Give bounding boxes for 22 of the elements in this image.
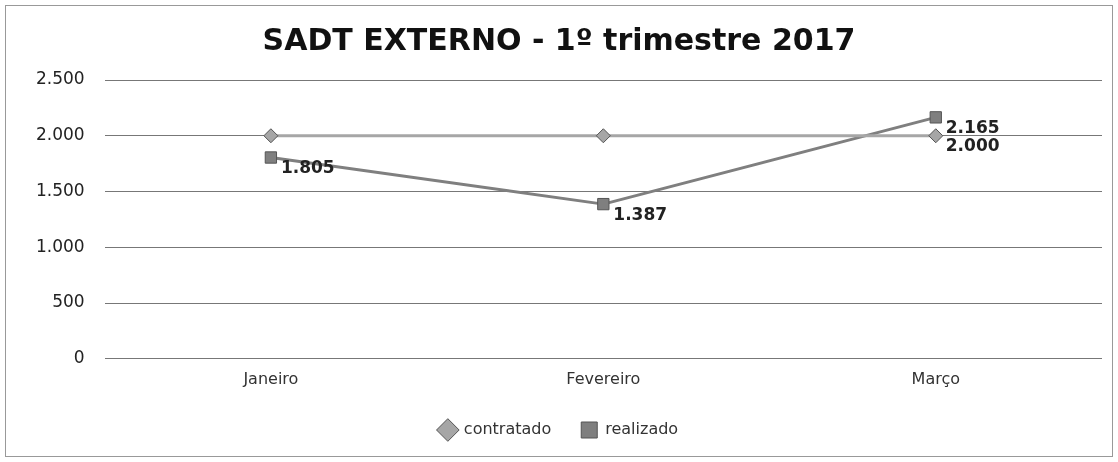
data-label: 1.387	[613, 203, 668, 224]
y-tick-label: 0	[73, 347, 85, 368]
point	[595, 128, 611, 144]
point	[929, 111, 942, 124]
point	[597, 197, 610, 211]
point	[263, 128, 279, 144]
y-tick-label: 1.000	[36, 235, 85, 256]
legend-label: realizado	[605, 419, 679, 439]
data-label: 1.805	[280, 156, 335, 177]
x-tick-label: Fevereiro	[566, 368, 641, 388]
x-tick-label: Março	[911, 368, 960, 388]
y-tick-label: 1.500	[36, 179, 85, 200]
y-tick-label: 2.000	[36, 124, 85, 145]
point	[264, 151, 278, 164]
data-label: 2.000	[945, 135, 1000, 156]
y-tick-label: 2.500	[36, 68, 85, 89]
x-tick-label: Janeiro	[242, 368, 299, 388]
chart-title: SADT EXTERNO - 1º trimestre 2017	[262, 21, 856, 57]
data-label: 2.165	[945, 116, 1000, 137]
y-tick-label: 500	[52, 291, 85, 312]
point	[928, 128, 944, 144]
legend-label: contratado	[463, 419, 552, 439]
